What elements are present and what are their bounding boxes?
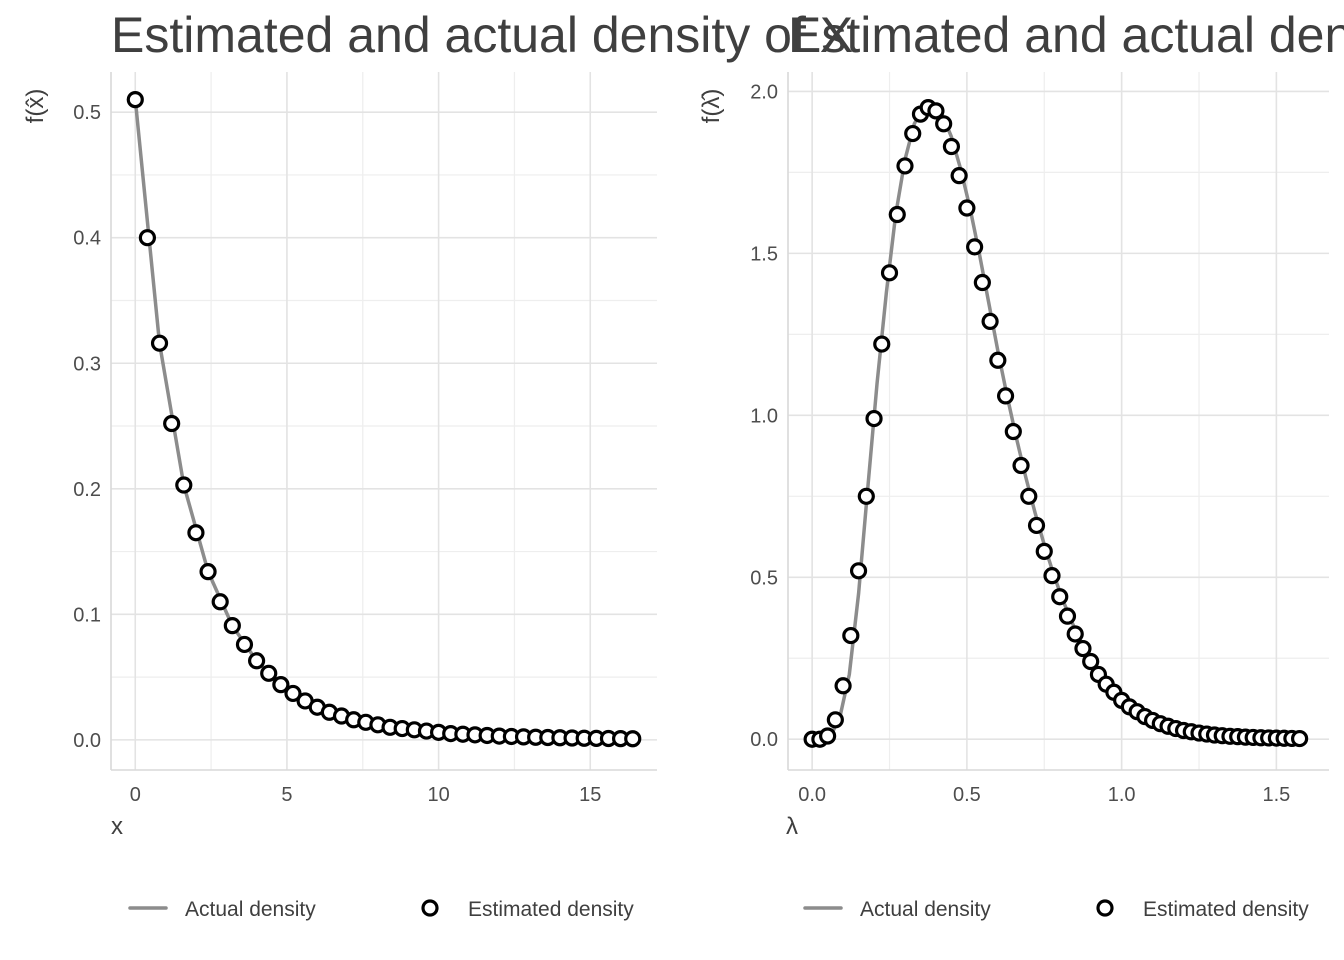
estimated-density-point — [819, 727, 837, 745]
estimated-density-point — [996, 387, 1015, 405]
y-tick-label: 1.5 — [750, 243, 778, 265]
estimated-density-point — [211, 593, 229, 611]
estimated-density-point — [235, 635, 254, 654]
chart-title: Estimated and actual density of Λ — [788, 7, 1344, 63]
y-tick-label: 0.4 — [73, 228, 101, 250]
x-tick-label: 1.5 — [1262, 784, 1290, 806]
estimated-density-point — [834, 677, 852, 695]
actual-density-line — [810, 102, 1303, 741]
estimated-density-point — [1058, 607, 1077, 625]
estimated-density-point — [1290, 729, 1309, 748]
estimated-density-point — [272, 676, 290, 694]
estimated-density-point — [950, 167, 968, 185]
estimated-density-point — [1043, 567, 1061, 585]
estimated-density-point — [942, 137, 961, 156]
estimated-density-point — [1027, 516, 1046, 535]
legend-point-key — [421, 899, 439, 917]
x-tick-label: 10 — [427, 784, 449, 806]
estimated-density-point — [163, 414, 181, 433]
y-tick-label: 0.0 — [750, 729, 778, 751]
estimated-density-point — [849, 562, 868, 580]
estimated-density-point — [826, 711, 844, 729]
legend-label-estimated: Estimated density — [468, 898, 634, 921]
estimated-density-point — [873, 335, 891, 353]
y-axis-title: f(x̂) — [22, 89, 49, 124]
estimated-density-point — [857, 487, 875, 505]
estimated-density-point — [904, 124, 922, 143]
estimated-density-point — [260, 664, 278, 682]
x-tick-label: 5 — [281, 784, 292, 806]
chart-title: Estimated and actual density of X — [111, 7, 853, 63]
estimated-density-point — [842, 626, 860, 645]
estimated-density-point — [880, 264, 899, 282]
y-axis-title: f(λ̂) — [698, 89, 725, 124]
y-tick-label: 0.3 — [73, 353, 101, 375]
legend-label-actual: Actual density — [185, 898, 316, 921]
y-tick-label: 0.1 — [73, 604, 101, 626]
legend-point-key — [1096, 899, 1114, 917]
estimated-density-point — [175, 476, 193, 494]
estimated-density-point — [187, 524, 205, 542]
estimated-density-point — [223, 617, 241, 635]
x-axis-title: x — [111, 813, 123, 840]
x-tick-label: 1.0 — [1108, 784, 1136, 806]
estimated-density-point — [989, 351, 1007, 369]
estimated-density-point — [1051, 588, 1069, 606]
y-tick-label: 0.5 — [750, 567, 778, 589]
x-tick-label: 0.0 — [798, 784, 826, 806]
y-tick-label: 2.0 — [750, 81, 778, 103]
estimated-density-point — [927, 102, 945, 120]
panel-x: 0 5 10 15 0.0 0.1 0.2 0.3 0.4 0.5 x f(x̂) Actual den… — [22, 7, 853, 921]
estimated-density-point — [973, 273, 991, 292]
estimated-density-point — [126, 91, 144, 109]
estimated-density-point — [981, 312, 999, 331]
estimated-density-point — [284, 684, 302, 703]
estimated-density-point — [896, 157, 914, 175]
x-tick-label: 0 — [130, 784, 141, 806]
estimated-density-point — [958, 199, 976, 217]
estimated-density-point — [199, 563, 217, 581]
estimated-density-point — [138, 229, 156, 247]
y-tick-label: 1.0 — [750, 405, 778, 427]
estimated-density-point — [1074, 639, 1092, 658]
y-tick-label: 0.2 — [73, 479, 101, 501]
estimated-density-point — [888, 205, 906, 224]
estimated-density-point — [1020, 487, 1038, 505]
x-tick-label: 0.5 — [953, 784, 981, 806]
x-tick-label: 15 — [579, 784, 601, 806]
estimated-density-point — [1035, 542, 1053, 560]
estimated-density-point — [624, 730, 642, 748]
estimated-density-point — [1082, 652, 1100, 671]
y-tick-label: 0.0 — [73, 730, 101, 752]
estimated-density-point — [1004, 422, 1022, 441]
estimated-density-point — [1012, 456, 1030, 475]
legend-label-estimated: Estimated density — [1143, 898, 1309, 921]
actual-density-line — [133, 97, 632, 741]
panel-lambda: 0.0 0.5 1.0 1.5 0.0 0.5 1.0 1.5 2.0 λ f(λ̂) Actual … — [698, 7, 1344, 921]
estimated-density-point — [966, 238, 984, 256]
estimated-density-point — [150, 334, 169, 352]
y-tick-label: 0.5 — [73, 102, 101, 124]
estimated-density-point — [865, 409, 883, 428]
estimated-density-point — [935, 115, 953, 133]
legend-label-actual: Actual density — [860, 898, 991, 921]
x-axis-title: λ — [786, 813, 798, 840]
estimated-density-point — [1066, 625, 1084, 643]
estimated-density-point — [248, 652, 266, 670]
